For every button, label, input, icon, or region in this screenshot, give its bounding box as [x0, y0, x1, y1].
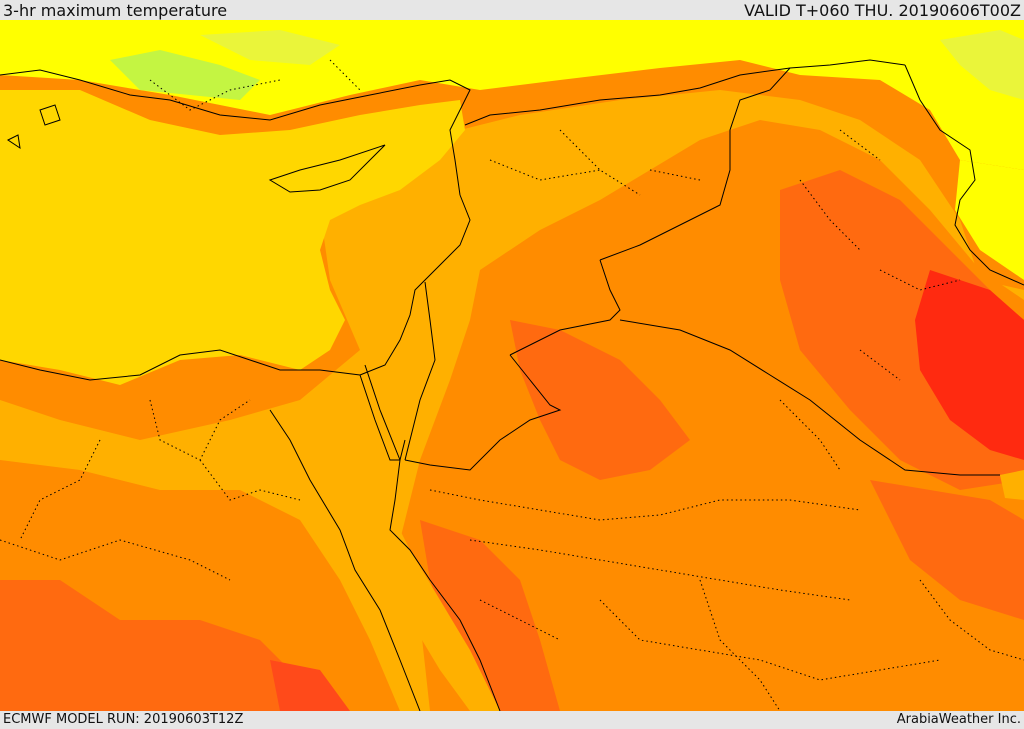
header-bar: 3-hr maximum temperature VALID T+060 THU… — [0, 0, 1024, 22]
green-patch — [200, 30, 340, 65]
model-run: ECMWF MODEL RUN: 20190603T12Z — [3, 712, 244, 727]
coastline-levant — [359, 194, 471, 376]
map-title: 3-hr maximum temperature — [3, 1, 228, 20]
coastline-sinai — [359, 374, 406, 461]
dark-orange-field-east — [870, 480, 1024, 620]
boundaries — [0, 59, 1024, 711]
dark-orange-field-south — [0, 580, 330, 711]
dark-orange-field-desert — [510, 320, 690, 480]
credit: ArabiaWeather Inc. — [896, 712, 1021, 727]
coastline-egypt — [0, 349, 361, 381]
coastline-cyprus — [268, 144, 386, 193]
green-patch — [110, 50, 260, 100]
border-iraq-saudi — [619, 319, 1000, 476]
dark-orange-field-hejaz — [420, 520, 560, 711]
border-jordan-saudi — [404, 354, 562, 471]
footer-bar: ECMWF MODEL RUN: 20190603T12Z ArabiaWeat… — [0, 711, 1024, 729]
mediterranean-sea — [0, 90, 465, 385]
green-patch — [940, 30, 1024, 100]
map-canvas — [0, 20, 1024, 711]
red-hotspot-egypt — [270, 660, 350, 711]
border-egypt-sinai — [364, 364, 401, 461]
province-boundaries — [0, 59, 1024, 711]
yellow-field-east — [955, 160, 1024, 280]
red-sea — [278, 410, 500, 711]
border-turkey-syria — [464, 59, 906, 126]
coastline-islands — [7, 104, 61, 150]
red-hotspot-iraq — [915, 270, 1024, 460]
border-syria-iraq — [599, 67, 791, 261]
border-jordan-iraq — [509, 259, 621, 356]
coastline-redsea-west — [269, 409, 421, 711]
persian-gulf — [1000, 470, 1024, 500]
coastline-redsea-east — [389, 459, 501, 711]
coastline-turkey — [0, 69, 471, 196]
border-israel — [404, 281, 436, 461]
temperature-map — [0, 20, 1024, 711]
valid-time: VALID T+060 THU. 20190606T00Z — [744, 1, 1021, 20]
border-iraq-iran — [904, 64, 1024, 286]
